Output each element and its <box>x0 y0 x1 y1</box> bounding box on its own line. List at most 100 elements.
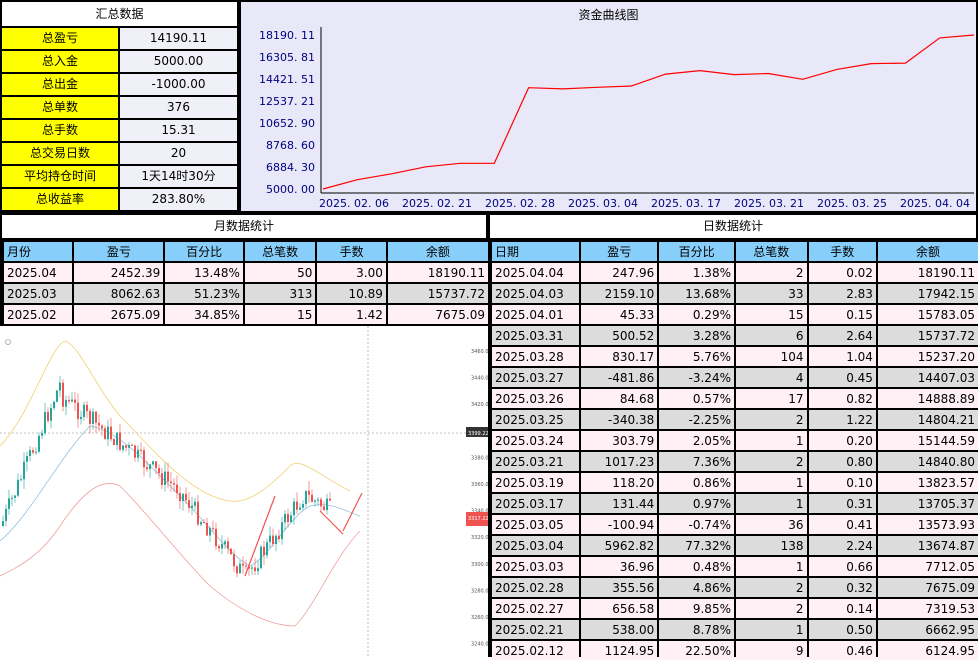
month-column-header: 总笔数 <box>244 242 316 261</box>
table-cell: 2.24 <box>808 536 876 555</box>
candle-body <box>185 493 187 501</box>
trend-arrow-projection <box>342 492 363 532</box>
y-tick-label: 8768. 60 <box>266 139 315 152</box>
table-cell: 2025.03.26 <box>492 389 580 408</box>
candle-body <box>137 449 139 458</box>
table-cell: 13705.37 <box>877 494 978 513</box>
candle-body <box>308 490 310 495</box>
table-cell: 1 <box>735 494 807 513</box>
summary-label: 总单数 <box>2 97 118 118</box>
table-cell: 36.96 <box>581 557 658 576</box>
candle-body <box>179 493 181 501</box>
candle-body <box>128 445 130 448</box>
equity-chart-svg: 18190. 11 16305. 81 14421. 51 12537. 21 1065… <box>259 27 975 210</box>
candle-body <box>197 501 199 525</box>
table-cell: 13674.87 <box>877 536 978 555</box>
candle-body <box>281 522 283 540</box>
table-cell: 0.48% <box>659 557 734 576</box>
table-cell: 538.00 <box>581 620 658 639</box>
table-cell: 0.57% <box>659 389 734 408</box>
table-row: 2025.03.21 1017.23 7.36% 2 0.80 14840.80 <box>492 452 978 471</box>
candle-body <box>80 416 82 419</box>
candle-body <box>206 522 208 536</box>
table-cell: 7675.09 <box>387 305 488 324</box>
table-cell: 656.58 <box>581 599 658 618</box>
table-cell: 10.89 <box>317 284 386 303</box>
table-cell: 3.28% <box>659 326 734 345</box>
table-cell: 36 <box>735 515 807 534</box>
y-tick-label: 5000. 00 <box>266 183 315 196</box>
candle-body <box>215 528 217 547</box>
price-scale-label: 3360.00 <box>471 482 488 488</box>
table-cell: 33 <box>735 284 807 303</box>
candle-body <box>233 554 235 567</box>
lower-band <box>0 483 361 627</box>
x-tick-label: 2025. 04. 04 <box>900 197 970 210</box>
summary-label: 总交易日数 <box>2 143 118 164</box>
table-cell: -0.74% <box>659 515 734 534</box>
month-column-header: 月份 <box>4 242 73 261</box>
candle-body <box>275 535 277 545</box>
table-cell: 84.68 <box>581 389 658 408</box>
candle-body <box>257 568 259 572</box>
month-stats-title: 月数据统计 <box>2 215 486 238</box>
table-cell: 2 <box>735 599 807 618</box>
table-cell: 8062.63 <box>74 284 164 303</box>
table-cell: 0.86% <box>659 473 734 492</box>
equity-chart-title: 资金曲线图 <box>578 8 639 22</box>
table-cell: 2.83 <box>808 284 876 303</box>
candle-body <box>302 503 304 508</box>
candle-body <box>77 402 79 419</box>
table-cell: 6 <box>735 326 807 345</box>
table-cell: 313 <box>244 284 316 303</box>
candle-body <box>152 461 154 465</box>
summary-label: 总盈亏 <box>2 28 118 49</box>
table-cell: 45.33 <box>581 305 658 324</box>
table-cell: 15783.05 <box>877 305 978 324</box>
candle-body <box>95 411 97 423</box>
candle-body <box>2 521 4 526</box>
table-row: 2025.03.03 36.96 0.48% 1 0.66 7712.05 <box>492 557 978 576</box>
day-column-header: 百分比 <box>659 242 734 261</box>
table-cell: 4.86% <box>659 578 734 597</box>
candle-body <box>254 567 256 572</box>
price-scale-label: 3260.00 <box>471 615 488 621</box>
table-cell: 2025.03.04 <box>492 536 580 555</box>
candle-body <box>104 428 106 440</box>
candle-body <box>155 461 157 469</box>
candle-body <box>8 498 10 509</box>
price-scale-label: 3240.00 <box>471 642 488 648</box>
candle-body <box>20 479 22 481</box>
equity-chart-panel: 资金曲线图 18190. 11 16305. 81 14421. 51 12537. … <box>239 0 978 213</box>
table-cell: 2025.03.05 <box>492 515 580 534</box>
table-row: 2025.03 8062.63 51.23% 313 10.89 15737.72 <box>4 284 488 303</box>
candle-body <box>317 499 319 501</box>
candle-body <box>65 399 67 407</box>
candle-body <box>92 411 94 424</box>
candle-body <box>287 513 289 523</box>
x-tick-label: 2025. 02. 28 <box>485 197 555 210</box>
summary-title: 汇总数据 <box>2 2 237 26</box>
table-cell: 0.31 <box>808 494 876 513</box>
price-scale-label: 3340.00 <box>471 509 488 515</box>
candle-body <box>320 499 322 507</box>
trend-arrow-down <box>319 510 344 535</box>
table-cell: 2159.10 <box>581 284 658 303</box>
x-tick-label: 2025. 02. 21 <box>402 197 472 210</box>
candle-body <box>329 498 331 501</box>
table-cell: 131.44 <box>581 494 658 513</box>
candle-body <box>278 535 280 540</box>
day-column-header: 总笔数 <box>735 242 807 261</box>
candle-body <box>290 515 292 523</box>
summary-value: 15.31 <box>120 120 237 141</box>
candle-body <box>311 494 313 502</box>
chart-settings-icon[interactable] <box>5 339 11 345</box>
candle-body <box>59 382 61 391</box>
table-cell: 2025.04.01 <box>492 305 580 324</box>
table-cell: 2025.02.21 <box>492 620 580 639</box>
table-cell: 247.96 <box>581 263 658 282</box>
table-cell: 2025.03.31 <box>492 326 580 345</box>
candle-body <box>326 498 328 511</box>
table-cell: 7712.05 <box>877 557 978 576</box>
price-scale-label: 3300.00 <box>471 562 488 568</box>
